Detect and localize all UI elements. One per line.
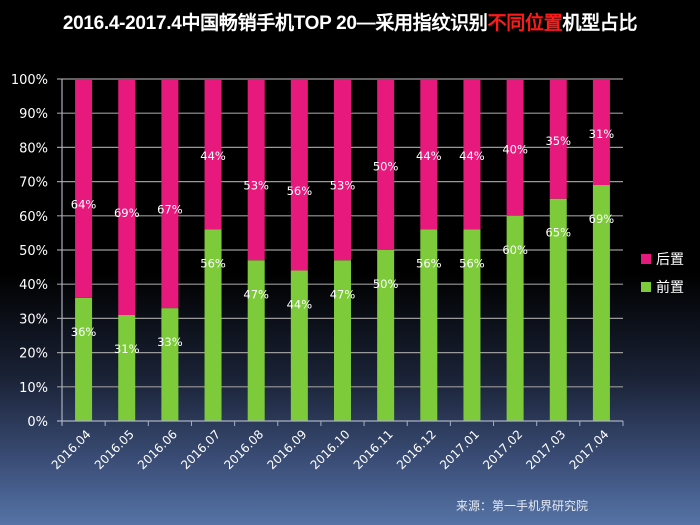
bar-back-2016.10: [334, 79, 351, 261]
bar-front-2016.06: [161, 308, 179, 421]
data-labels: 36% 64% 31% 69% 33% 67% 56% 44% 47% 53% 44% 56% 47% 5…: [71, 127, 614, 356]
title-highlight: 不同位置: [487, 13, 563, 34]
y-tick-label: 90%: [19, 107, 48, 122]
x-tick-label: 2016.05: [92, 427, 137, 472]
bar-back-2016.06: [161, 79, 179, 309]
data-label-front: 60%: [502, 243, 528, 257]
bar-back-2016.05: [118, 79, 136, 315]
title-prefix: 2016.4-2017.4中国畅销手机TOP 20—采用指纹识别: [62, 13, 488, 34]
bar-back-2017.02: [506, 79, 524, 216]
data-label-front: 33%: [157, 335, 183, 349]
y-tick-label: 40%: [19, 278, 48, 293]
x-tick-label: 2016.12: [394, 427, 439, 472]
x-tick-label: 2016.08: [221, 427, 266, 472]
data-label-front: 36%: [71, 325, 97, 339]
x-tick-label: 2016.07: [178, 427, 223, 472]
bar-front-2016.12: [420, 229, 438, 421]
data-label-front: 56%: [200, 256, 226, 270]
data-label-front: 47%: [330, 287, 356, 301]
legend-swatch: [641, 282, 651, 292]
data-label-back: 44%: [416, 149, 442, 163]
data-label-back: 69%: [114, 206, 140, 220]
data-label-front: 69%: [589, 212, 615, 226]
x-tick-label: 2016.10: [308, 427, 353, 472]
data-label-front: 50%: [373, 277, 399, 291]
y-tick-label: 30%: [19, 312, 48, 327]
data-label-back: 56%: [287, 184, 313, 198]
title-suffix: 机型占比: [562, 13, 638, 34]
x-tick-label: 2017.01: [437, 427, 482, 472]
y-tick-label: 10%: [19, 381, 48, 396]
bar-back-2017.01: [463, 79, 481, 230]
bars: [75, 79, 610, 421]
bar-front-2016.04: [75, 297, 93, 421]
data-label-front: 56%: [459, 256, 485, 270]
x-tick-label: 2017.04: [567, 427, 612, 472]
data-label-back: 44%: [200, 149, 226, 163]
y-tick-label: 20%: [19, 347, 48, 362]
legend-label: 后置: [656, 252, 684, 268]
bar-front-2016.05: [118, 314, 136, 421]
bar-front-2016.09: [290, 270, 308, 421]
data-label-back: 67%: [157, 203, 183, 217]
bar-back-2016.09: [290, 79, 308, 271]
data-label-back: 53%: [330, 179, 356, 193]
x-tick-label: 2016.09: [264, 427, 309, 472]
source-note: 来源：第一手机界研究院: [456, 499, 589, 513]
bar-back-2017.04: [592, 79, 610, 186]
y-tick-label: 0%: [27, 415, 48, 430]
bar-back-2016.07: [204, 79, 222, 230]
y-tick-label: 100%: [11, 73, 48, 88]
bar-front-2017.03: [549, 198, 567, 421]
legend-swatch: [641, 254, 651, 264]
bar-back-2016.12: [420, 79, 438, 230]
x-tick-label: 2017.03: [523, 427, 568, 472]
chart-title: 2016.4-2017.4中国畅销手机TOP 20—采用指纹识别不同位置机型占比: [0, 8, 700, 35]
y-axis: 0% 10% 20% 30% 40% 50% 60% 70% 80% 90% 100%: [11, 73, 63, 430]
bar-front-2017.01: [463, 229, 481, 421]
data-label-back: 31%: [589, 127, 615, 141]
data-label-back: 40%: [502, 142, 528, 156]
y-tick-label: 50%: [19, 244, 48, 259]
bar-back-2016.04: [75, 79, 93, 298]
data-label-front: 44%: [287, 298, 313, 312]
data-label-front: 31%: [114, 342, 140, 356]
bar-front-2016.10: [334, 260, 351, 421]
bar-back-2016.08: [247, 79, 265, 261]
data-label-back: 64%: [71, 197, 97, 211]
bar-back-2016.11: [377, 79, 395, 250]
data-label-front: 47%: [243, 287, 269, 301]
data-label-back: 44%: [459, 149, 485, 163]
x-tick-label: 2017.02: [480, 427, 525, 472]
bar-front-2016.07: [204, 229, 222, 421]
x-tick-label: 2016.06: [135, 427, 180, 472]
x-tick-label: 2016.04: [49, 427, 94, 472]
data-label-back: 53%: [243, 179, 269, 193]
y-tick-label: 80%: [19, 141, 48, 156]
data-label-front: 56%: [416, 256, 442, 270]
bar-front-2016.11: [377, 250, 395, 421]
bar-front-2017.04: [592, 185, 610, 421]
data-label-back: 35%: [545, 134, 571, 148]
data-label-front: 65%: [545, 226, 571, 240]
bar-front-2017.02: [506, 215, 524, 421]
data-label-back: 50%: [373, 160, 399, 174]
x-axis: 2016.042016.052016.062016.072016.082016.…: [49, 420, 624, 472]
bar-back-2017.03: [549, 79, 567, 199]
legend-label: 前置: [656, 279, 684, 296]
y-tick-label: 60%: [19, 210, 48, 225]
bar-front-2016.08: [247, 260, 265, 421]
y-tick-label: 70%: [19, 176, 48, 191]
x-tick-label: 2016.11: [351, 427, 396, 472]
